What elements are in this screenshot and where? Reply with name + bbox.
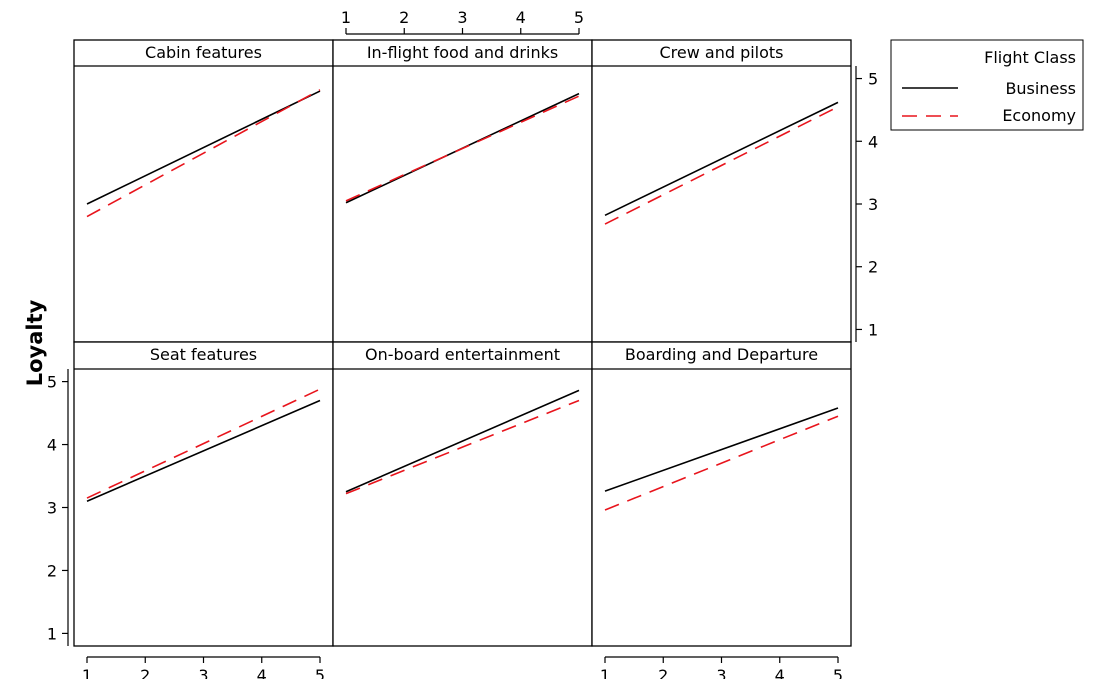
panel-6: Boarding and Departure (591, 341, 852, 647)
panels-layer: Cabin features In-flight food and drinks C… (73, 39, 852, 647)
x-axis-top: 1 2 3 4 5 (341, 8, 584, 35)
panel-title: On-board entertainment (365, 345, 560, 364)
x-tick-label: 5 (833, 666, 843, 679)
series-line-economy (604, 415, 839, 511)
y-tick-label: 1 (868, 320, 878, 339)
x-tick-label: 4 (516, 8, 526, 27)
panel-3: Crew and pilots (591, 39, 852, 343)
legend-label-business: Business (1005, 79, 1076, 98)
y-tick-label: 1 (47, 624, 57, 643)
panel-5: On-board entertainment (332, 341, 593, 647)
panel-frame (332, 341, 593, 647)
y-tick-label: 5 (868, 70, 878, 89)
series-line-economy (604, 106, 839, 225)
series-line-economy (345, 399, 580, 495)
x-tick-label: 3 (457, 8, 467, 27)
y-tick-label: 5 (47, 373, 57, 392)
x-tick-label: 1 (82, 666, 92, 679)
legend-label-economy: Economy (1002, 106, 1076, 125)
series-line-economy (345, 95, 580, 202)
x-tick-label: 2 (140, 666, 150, 679)
panel-frame (591, 341, 852, 647)
panel-title: In-flight food and drinks (367, 43, 558, 62)
y-tick-label: 4 (868, 132, 878, 151)
panel-frame (591, 39, 852, 343)
x-tick-label: 1 (341, 8, 351, 27)
series-line-business (604, 101, 839, 217)
series-line-business (345, 389, 580, 493)
y-tick-label: 3 (47, 499, 57, 518)
y-tick-label: 2 (47, 561, 57, 580)
series-line-economy (86, 388, 321, 499)
x-tick-label: 3 (716, 666, 726, 679)
panel-title: Boarding and Departure (625, 345, 818, 364)
y-axis-label: Loyalty (23, 299, 47, 386)
x-axis-bottom-left: 1 2 3 4 5 (82, 656, 325, 679)
series-line-business (86, 399, 321, 502)
x-tick-label: 1 (600, 666, 610, 679)
y-axis-right: 1 2 3 4 5 (855, 66, 878, 342)
x-tick-label: 3 (198, 666, 208, 679)
x-tick-label: 2 (658, 666, 668, 679)
y-tick-label: 4 (47, 436, 57, 455)
panel-1: Cabin features (73, 39, 334, 343)
y-axis-left: 1 2 3 4 5 (47, 369, 69, 646)
series-line-business (86, 90, 321, 205)
legend: Flight Class Business Economy (890, 39, 1084, 131)
panel-4: Seat features (73, 341, 334, 647)
x-tick-label: 4 (257, 666, 267, 679)
x-tick-label: 4 (775, 666, 785, 679)
panel-frame (73, 39, 334, 343)
legend-title: Flight Class (984, 48, 1076, 67)
panel-2: In-flight food and drinks (332, 39, 593, 343)
y-tick-label: 2 (868, 258, 878, 277)
series-line-business (604, 407, 839, 492)
legend-box (890, 39, 1084, 131)
x-axis-bottom-right: 1 2 3 4 5 (600, 656, 843, 679)
x-tick-label: 5 (315, 666, 325, 679)
axes-layer: 1 2 3 4 5 1 2 3 4 5 1 2 3 4 5 1 2 3 4 5 1 2 3 4 5 (47, 8, 878, 679)
y-tick-label: 3 (868, 195, 878, 214)
panel-title: Seat features (150, 345, 257, 364)
series-line-economy (86, 89, 321, 218)
x-tick-label: 2 (399, 8, 409, 27)
panel-title: Crew and pilots (659, 43, 783, 62)
panel-title: Cabin features (145, 43, 262, 62)
x-tick-label: 5 (574, 8, 584, 27)
panel-frame (73, 341, 334, 647)
